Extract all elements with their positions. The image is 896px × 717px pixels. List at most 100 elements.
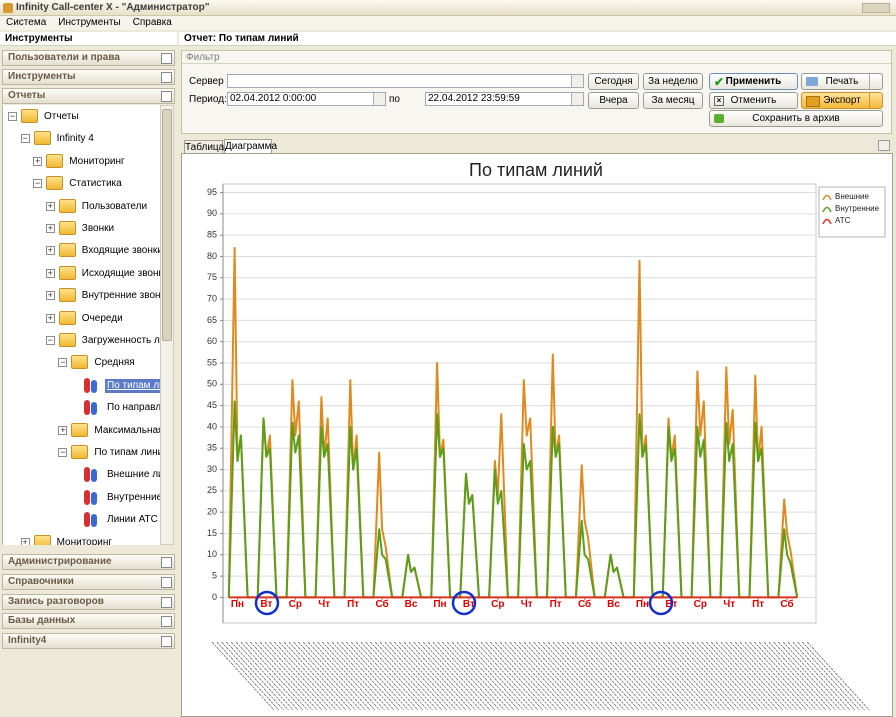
y-tick-label: 60 [207,336,217,346]
x-label-hatch [322,641,385,711]
tree-label[interactable]: Внутренние л... [107,491,160,503]
tree-expander[interactable]: + [45,245,55,256]
tab[interactable]: Таблица [184,140,224,154]
sidebar-section[interactable]: Отчеты [2,88,175,104]
menu-item[interactable]: Инструменты [58,17,121,28]
sidebar-section[interactable]: Инструменты [2,69,175,85]
tab-active[interactable]: Диаграмма [224,139,277,154]
tree-label[interactable]: Пользователи [81,200,148,212]
x-tick-label: Чт [318,599,330,610]
sidebar-section[interactable]: Справочники [2,574,175,590]
x-label-hatch [235,641,299,711]
x-label-hatch [509,641,572,711]
button[interactable]: Сегодня [588,73,639,90]
report-header: Отчет: По типам линий [179,32,896,46]
tree-expander[interactable]: + [58,424,68,435]
x-label-hatch [442,641,505,711]
report-icon [84,467,90,483]
x-label-hatch [653,641,716,711]
tree-label[interactable]: Infinity 4 [56,133,94,145]
tree-label[interactable]: Внешние линии [107,469,160,481]
x-label-hatch [547,641,611,711]
button[interactable]: Вчера [588,92,639,109]
tree-label[interactable]: Загруженность линий [81,335,160,346]
tree-label[interactable]: Внутренние звонки [81,290,160,302]
tab-menu[interactable] [878,140,890,151]
window-controls[interactable] [862,3,890,13]
tree-expander[interactable]: + [20,536,30,545]
scrollbar[interactable] [160,105,174,545]
x-label-hatch [677,641,740,711]
x-label-hatch [226,641,289,711]
tree-label[interactable]: Мониторинг [56,536,113,545]
tree-expander[interactable]: + [45,200,55,211]
tree-expander[interactable]: − [58,357,68,368]
tree-expander[interactable]: − [45,335,55,345]
date-from-text: 02.04.2012 0:00:00 [230,93,317,104]
scroll-thumb[interactable] [162,109,172,341]
x-label-hatch [682,641,745,711]
sidebar-section[interactable]: Администрирование [2,554,175,570]
x-label-hatch [710,641,774,711]
tree-expander[interactable]: + [45,223,55,233]
tree-label[interactable]: Линии АТС [107,514,158,526]
x-label-hatch [307,641,371,711]
button[interactable]: За неделю [643,73,703,90]
section-label: Инструменты [8,71,76,82]
button-label: Сохранить в архив [752,113,840,124]
tree-expander[interactable]: + [45,312,55,323]
tree-expander[interactable]: − [58,447,68,457]
tree-label[interactable]: Отчеты [44,111,79,122]
button[interactable]: × Отменить [709,92,798,109]
tree-label[interactable]: Очереди [81,312,123,324]
sidebar-section[interactable]: Запись разговоров [2,594,175,610]
x-label-hatch [269,641,332,711]
menu-item[interactable]: Система [6,17,47,28]
tree-label[interactable]: По типам линий [94,447,160,458]
button[interactable]: Экспорт [801,92,883,109]
x-label-hatch [456,641,520,711]
x-tick-label: Ср [694,599,707,610]
x-label-hatch [658,641,721,711]
tree-expander[interactable]: + [33,155,43,166]
tree-expander[interactable]: + [45,290,55,301]
button[interactable]: ✔ Применить [709,73,798,90]
folder-icon [21,109,38,123]
tree-label[interactable]: Мониторинг [69,155,125,167]
folder-icon [58,243,76,258]
sidebar-section[interactable]: Базы данных [2,613,175,629]
sidebar-section[interactable]: Infinity4 [2,633,175,649]
tree-expander[interactable]: − [20,133,30,144]
x-label-hatch [346,641,409,711]
tree-expander[interactable]: − [33,178,43,189]
legend-swatch [822,206,832,213]
x-label-hatch [782,641,846,711]
report-icon [91,469,97,483]
date-to[interactable]: 22.04.2012 23:59:59 [425,92,584,106]
x-label-hatch [274,641,337,711]
tree-label[interactable]: Максимальная [94,424,160,436]
x-label-hatch [638,641,702,711]
tree-expander[interactable]: − [8,111,17,121]
server-combo[interactable] [227,74,584,88]
tree-label[interactable]: Входящие звонки [81,245,160,257]
tree-label[interactable]: По направлен... [107,402,160,414]
button[interactable]: Печать [801,73,883,90]
x-tick-label: Пт [550,599,562,610]
tree-label[interactable]: Звонки [81,223,115,234]
x-label-hatch [542,641,606,711]
date-from[interactable]: 02.04.2012 0:00:00 [227,92,386,106]
menu-bar: Система Инструменты Справка [0,16,896,30]
button[interactable]: За месяц [643,92,703,109]
button[interactable]: Сохранить в архив [709,110,883,127]
x-label-hatch [413,641,476,711]
tree-label[interactable]: По типам линий [105,378,160,393]
menu-item[interactable]: Справка [132,17,172,28]
section-label: Администрирование [8,556,112,567]
tree-expander[interactable]: + [45,267,55,278]
sidebar-section[interactable]: Пользователи и права [2,50,175,66]
tree-label[interactable]: Статистика [69,178,122,190]
folder-icon [71,445,89,459]
tree-label[interactable]: Средняя [94,357,135,369]
tree-label[interactable]: Исходящие звонки [81,267,160,279]
